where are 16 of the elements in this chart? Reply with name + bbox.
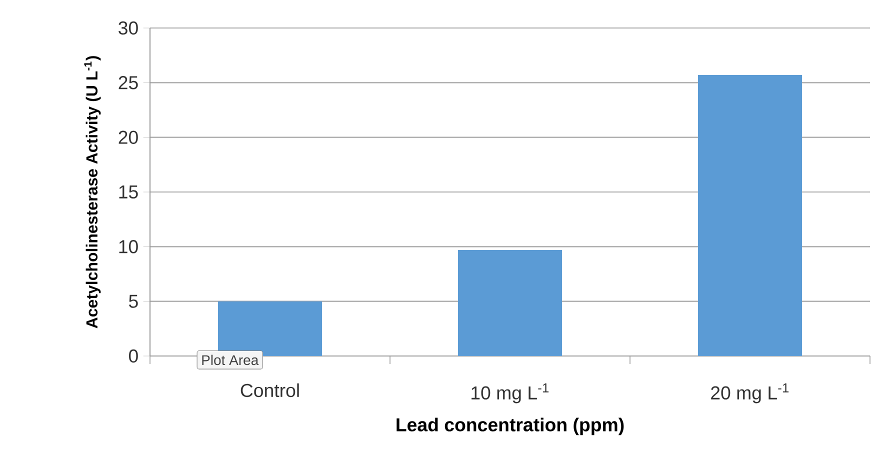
y-tick-label: 0 bbox=[128, 349, 138, 363]
y-tick-label: 5 bbox=[129, 294, 138, 308]
annotation: Plot Area bbox=[202, 354, 259, 366]
y-tick-label: 15 bbox=[119, 185, 138, 199]
y-axis-title: Acetylcholinesterase Activity (U L$^{-1}$) bbox=[84, 56, 101, 328]
bar bbox=[698, 75, 802, 356]
x-axis-title: Lead concentration (ppm) bbox=[396, 418, 624, 436]
y-tick-label: 25 bbox=[118, 76, 138, 90]
x-tick-label: Control bbox=[240, 383, 299, 398]
x-tick-label: 10 mg L$^{-1}$ bbox=[472, 383, 549, 404]
y-tick-label: 20 bbox=[118, 130, 138, 144]
y-tick-label: 10 bbox=[119, 240, 138, 254]
y-tick-label: 30 bbox=[118, 21, 138, 35]
x-tick-label: 20 mg L$^{-1}$ bbox=[711, 383, 789, 404]
bar bbox=[458, 250, 562, 356]
bar bbox=[218, 301, 322, 356]
